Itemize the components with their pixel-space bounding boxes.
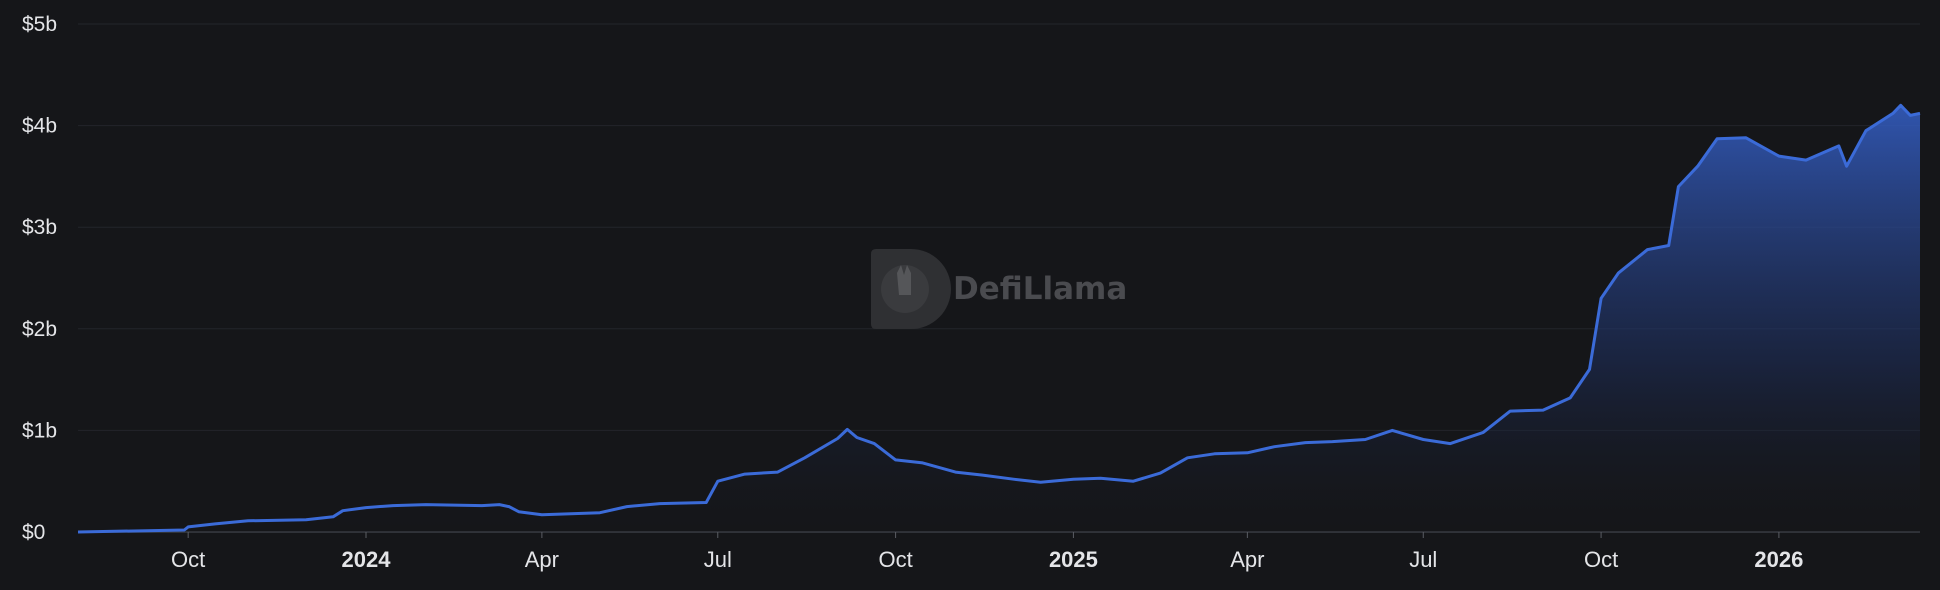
defillama-watermark: DefiLlama bbox=[871, 249, 1127, 329]
y-tick-label: $4b bbox=[22, 115, 57, 138]
x-tick-label: Jul bbox=[704, 547, 732, 572]
x-tick-label: Jul bbox=[1409, 547, 1437, 572]
x-tick-label: Apr bbox=[525, 547, 559, 572]
x-tick-label: Oct bbox=[878, 547, 912, 572]
axis-layer: $0 $1b $2b $3b $4b $5b Oct 2024 Apr Jul Oct 2025 Apr… bbox=[22, 13, 1803, 572]
series-line[interactable] bbox=[77, 103, 1921, 534]
llama-head-shape bbox=[897, 265, 911, 295]
series-area-fill bbox=[78, 105, 1920, 533]
area-layer bbox=[77, 103, 1921, 534]
x-tick-label: Oct bbox=[171, 547, 205, 572]
watermark-text: DefiLlama bbox=[953, 271, 1127, 307]
y-tick-label: $3b bbox=[22, 216, 57, 239]
x-tick-label: Apr bbox=[1230, 547, 1264, 572]
x-tick-label: Oct bbox=[1584, 547, 1618, 572]
x-tick-label: 2026 bbox=[1754, 547, 1803, 572]
y-tick-label: $0 bbox=[22, 521, 45, 544]
y-tick-label: $2b bbox=[22, 318, 57, 341]
x-tick-label: 2024 bbox=[342, 547, 392, 572]
y-tick-label: $1b bbox=[22, 419, 57, 442]
y-tick-label: $5b bbox=[22, 13, 57, 36]
x-tick-label: 2025 bbox=[1049, 547, 1098, 572]
